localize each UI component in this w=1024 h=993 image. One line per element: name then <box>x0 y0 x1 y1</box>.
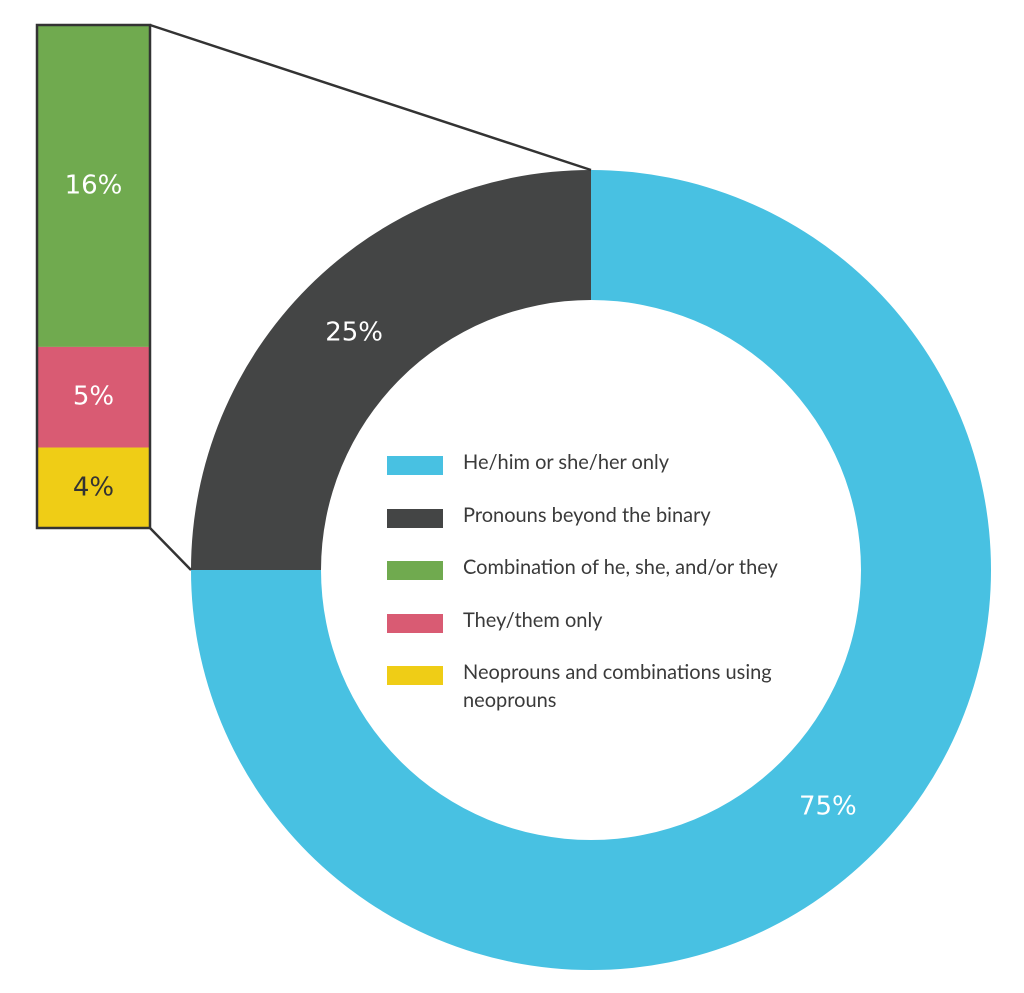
legend-item: Neoprouns and combinations using neoprou… <box>387 658 857 712</box>
data-label: 75% <box>799 791 857 821</box>
legend-swatch <box>387 561 443 580</box>
legend-swatch <box>387 456 443 475</box>
breakdown-segment <box>37 25 150 347</box>
legend-item: Combination of he, she, and/or they <box>387 553 857 606</box>
legend-item: They/them only <box>387 606 857 659</box>
legend-label: Neoprouns and combinations using neoprou… <box>463 660 772 712</box>
legend-label: Pronouns beyond the binary <box>463 502 711 527</box>
breakdown-segment <box>37 447 150 528</box>
data-label: 16% <box>65 170 123 200</box>
connector <box>149 527 192 571</box>
legend: He/him or she/her only Pronouns beyond th… <box>387 448 857 712</box>
legend-label: He/him or she/her only <box>463 450 670 474</box>
data-label: 4% <box>73 472 114 502</box>
legend-swatch <box>387 666 443 685</box>
breakdown-outline <box>35 23 152 530</box>
breakdown-segment <box>37 346 150 448</box>
donut-segment <box>191 170 991 970</box>
donut-segment <box>191 170 591 570</box>
legend-label: They/them only <box>463 607 603 632</box>
legend-swatch <box>387 508 443 528</box>
legend-item: He/him or she/her only <box>387 448 857 501</box>
legend-item: Pronouns beyond the binary <box>387 501 857 554</box>
legend-swatch <box>387 613 443 633</box>
data-label: 5% <box>73 382 114 412</box>
connector <box>149 23 592 172</box>
legend-label: Combination of he, she, and/or they <box>463 555 778 579</box>
data-label: 25% <box>325 318 383 348</box>
